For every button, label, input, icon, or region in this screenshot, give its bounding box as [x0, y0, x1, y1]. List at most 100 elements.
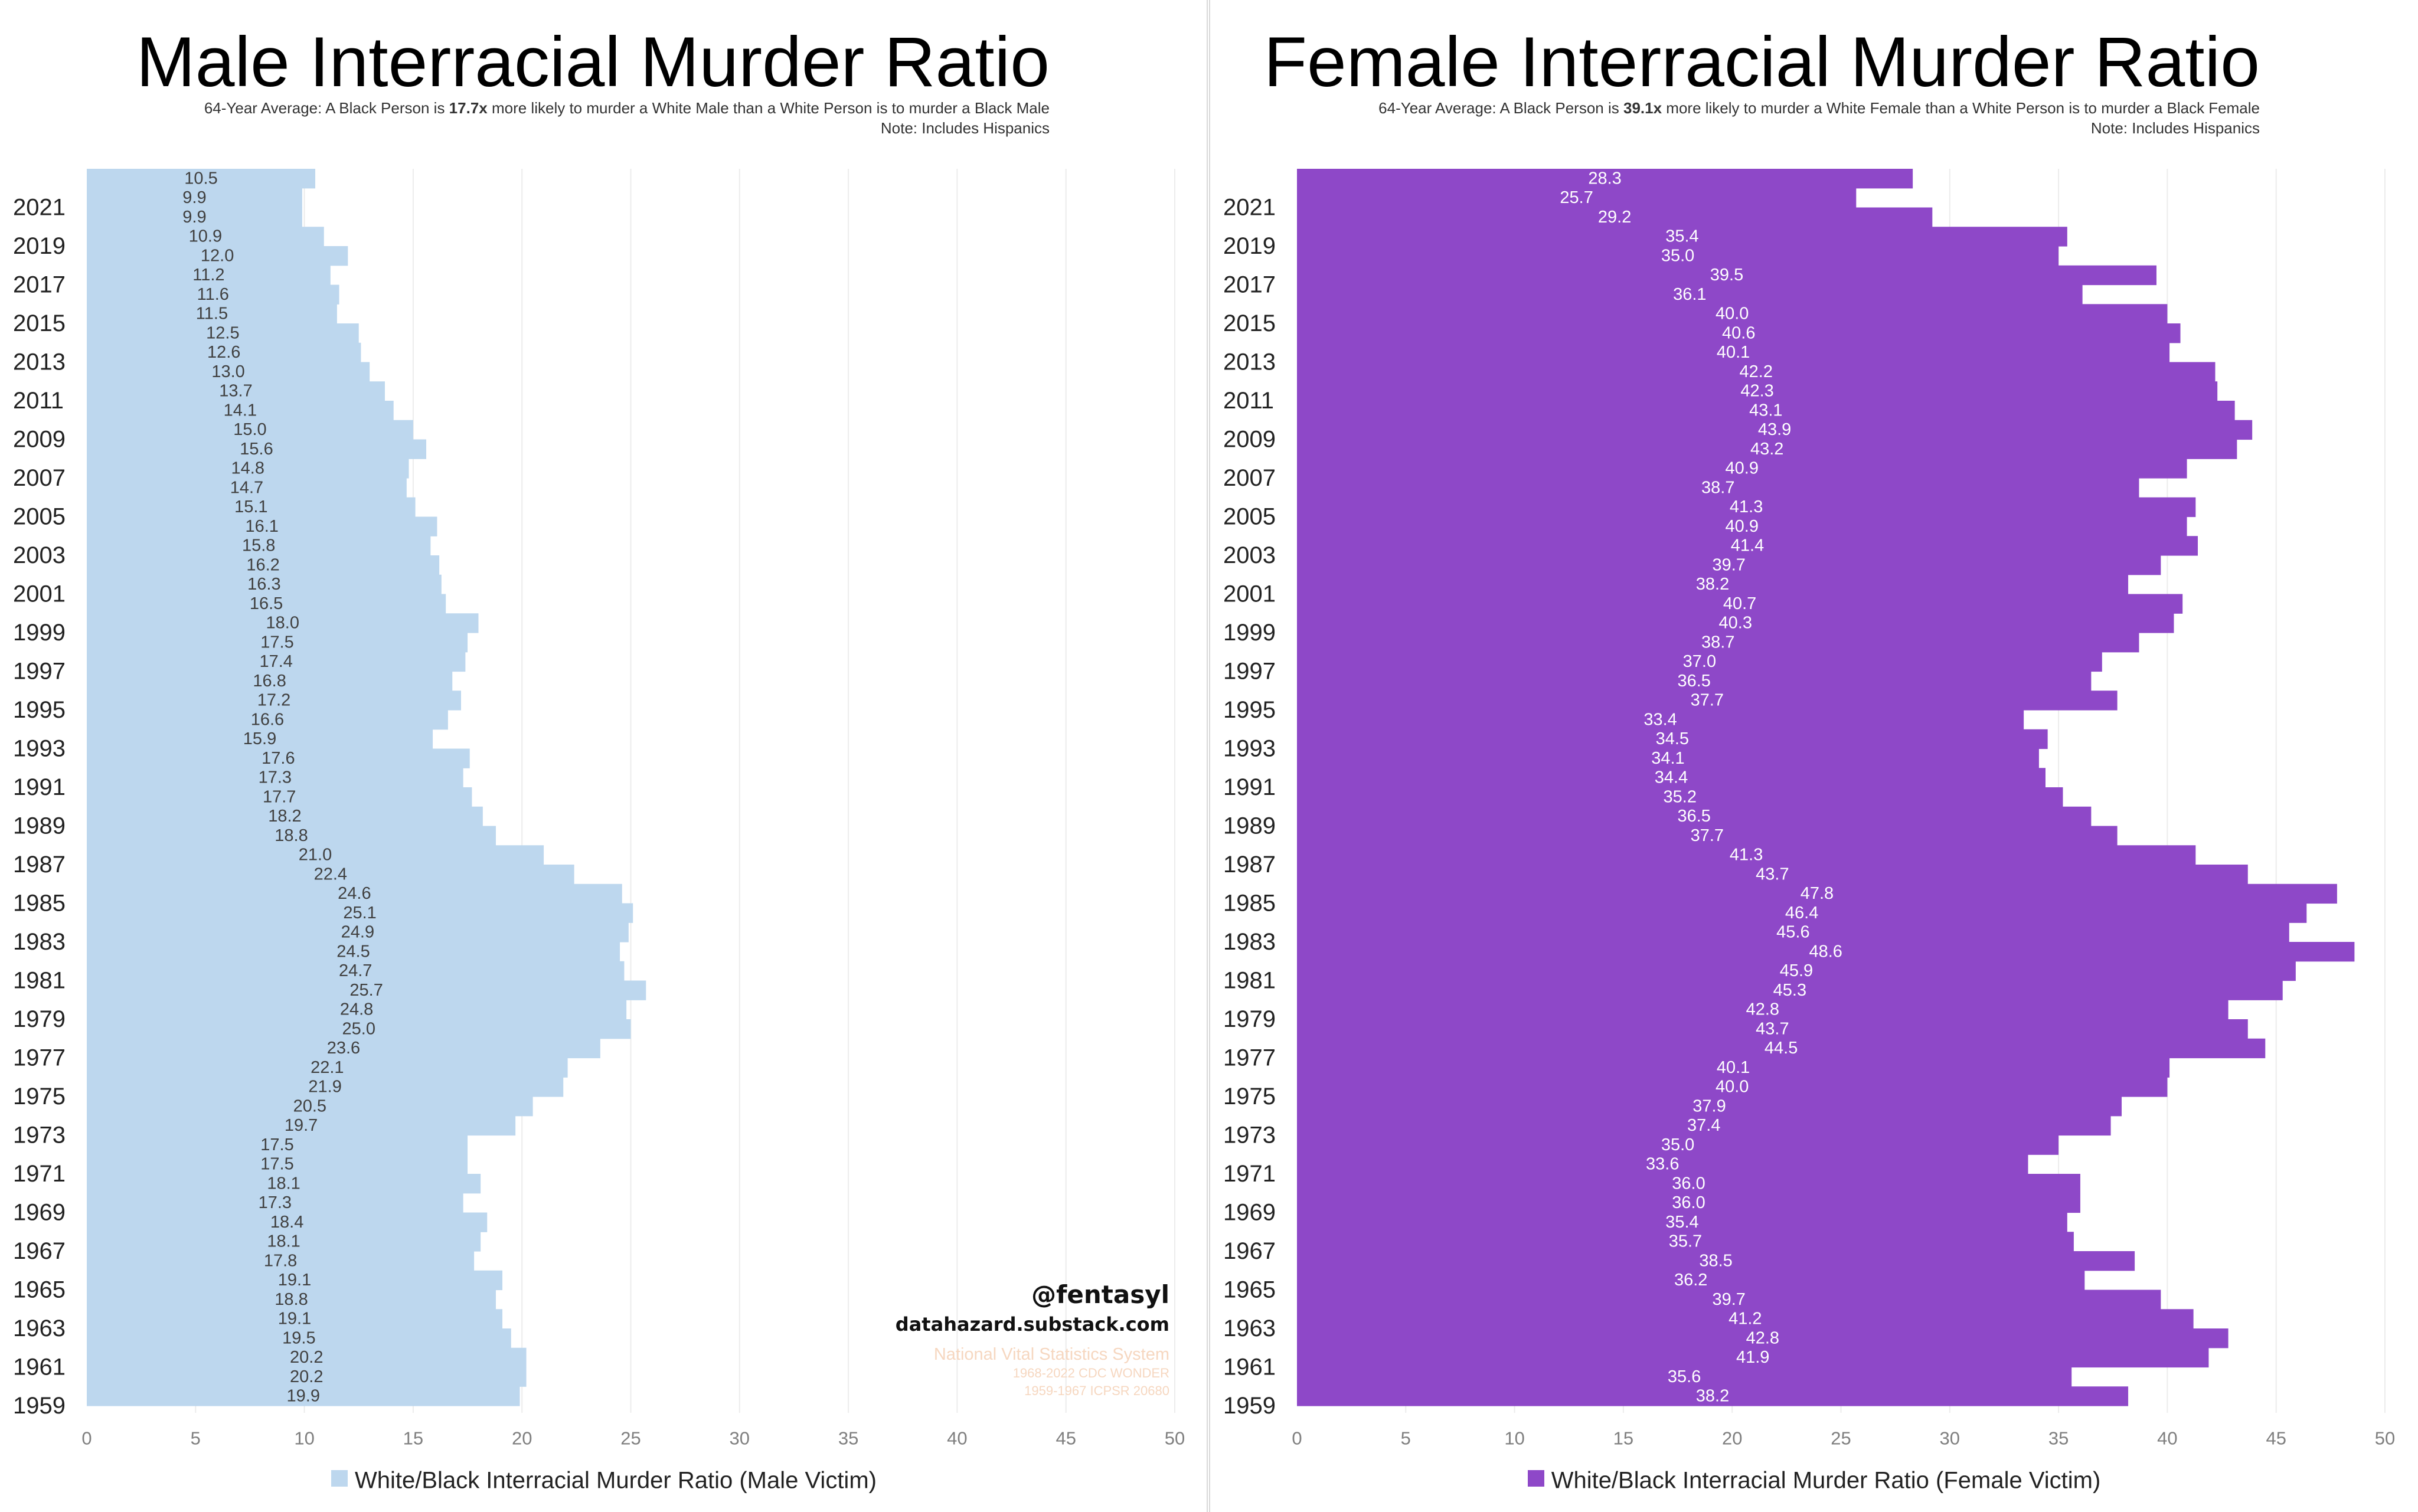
female-bar [1297, 1290, 2161, 1310]
female-y-tick-label: 1971 [1223, 1161, 1276, 1187]
male-y-tick-label: 1967 [13, 1238, 66, 1264]
watermark-source-primary: National Vital Statistics System [933, 1345, 1169, 1364]
female-y-tick-label: 1989 [1223, 813, 1276, 839]
male-y-tick-label: 1983 [13, 929, 66, 955]
male-data-label: 19.1 [278, 1310, 311, 1328]
male-y-tick-label: 1975 [13, 1084, 66, 1110]
male-data-label: 18.1 [267, 1232, 300, 1251]
male-y-tick-label: 2009 [13, 427, 66, 453]
female-chart-subtitle: 64-Year Average: A Black Person is 39.1x… [1378, 98, 2260, 118]
male-bar [87, 768, 463, 788]
female-bar [1297, 1038, 2266, 1059]
female-bar [1297, 1367, 2072, 1387]
female-bar [1297, 729, 2048, 750]
male-y-tick-label: 2017 [13, 272, 66, 298]
watermark-source-cdc: 1968-2022 CDC WONDER [1012, 1366, 1169, 1380]
female-bar [1297, 265, 2156, 286]
male-bar [87, 1174, 481, 1194]
female-data-label: 36.0 [1672, 1193, 1705, 1212]
male-bar [87, 1251, 475, 1271]
female-bar [1297, 1058, 2170, 1078]
male-bar [87, 342, 361, 363]
male-bar [87, 1270, 503, 1291]
female-chart-panel: Female Interracial Murder Ratio 64-Year … [1209, 0, 2417, 1512]
male-data-label: 15.0 [233, 420, 266, 439]
male-bar [87, 787, 472, 807]
female-bar [1297, 1174, 2080, 1194]
male-x-tick-label: 0 [81, 1428, 92, 1449]
female-y-tick-label: 1961 [1223, 1354, 1276, 1380]
female-data-label: 39.7 [1712, 555, 1745, 574]
female-x-tick-label: 25 [1831, 1428, 1851, 1449]
female-data-label: 40.9 [1726, 459, 1759, 478]
male-bar [87, 1135, 468, 1155]
male-data-label: 25.0 [342, 1019, 375, 1038]
male-data-label: 13.0 [211, 362, 244, 381]
female-legend-swatch [1527, 1470, 1544, 1487]
female-bar [1297, 342, 2170, 363]
female-data-label: 41.3 [1730, 846, 1763, 865]
male-data-label: 17.5 [260, 1135, 293, 1154]
female-y-tick-label: 1987 [1223, 852, 1276, 878]
male-bar [87, 613, 479, 633]
male-bar [87, 1097, 533, 1117]
female-data-label: 41.4 [1731, 536, 1764, 555]
female-y-tick-label: 1967 [1223, 1238, 1276, 1264]
male-legend-label: White/Black Interracial Murder Ratio (Ma… [355, 1467, 877, 1494]
female-data-label: 42.8 [1746, 1000, 1779, 1019]
female-bar [1297, 478, 2139, 498]
male-data-label: 16.3 [247, 575, 280, 594]
male-y-tick-label: 2001 [13, 581, 66, 607]
female-y-tick-label: 1977 [1223, 1045, 1276, 1071]
female-x-tick-label: 35 [2048, 1428, 2069, 1449]
female-bar [1297, 1232, 2074, 1252]
male-x-tick-label: 45 [1056, 1428, 1076, 1449]
female-data-label: 43.1 [1749, 401, 1782, 420]
male-x-tick-label: 5 [191, 1428, 201, 1449]
male-data-label: 12.6 [207, 343, 240, 362]
male-data-label: 18.4 [270, 1213, 303, 1232]
male-bar [87, 922, 629, 942]
male-data-label: 25.7 [349, 981, 383, 1000]
male-bar [87, 362, 370, 382]
male-bar [87, 980, 646, 1000]
female-data-label: 45.6 [1776, 923, 1809, 942]
female-y-tick-label: 1981 [1223, 968, 1276, 994]
male-bar [87, 865, 574, 885]
male-bar [87, 265, 331, 286]
female-y-tick-label: 1983 [1223, 929, 1276, 955]
female-x-tick-label: 20 [1722, 1428, 1742, 1449]
male-data-label: 21.0 [299, 846, 332, 865]
male-data-label: 19.5 [282, 1328, 315, 1347]
female-bar [1297, 555, 2161, 575]
female-chart-legend: White/Black Interracial Murder Ratio (Fe… [1210, 1462, 2418, 1495]
watermark-source-icpsr: 1959-1967 ICPSR 20680 [1024, 1383, 1169, 1398]
male-data-label: 16.5 [250, 594, 283, 613]
female-data-label: 46.4 [1785, 904, 1818, 922]
male-data-label: 17.3 [259, 768, 292, 787]
female-bar [1297, 362, 2216, 382]
female-bar [1297, 710, 2024, 730]
female-bar [1297, 1251, 2135, 1271]
female-bar-chart: 28.325.729.235.435.039.536.140.040.640.1… [1223, 169, 2395, 1449]
female-data-label: 35.0 [1661, 246, 1694, 265]
male-bar [87, 1193, 463, 1213]
male-bar [87, 169, 316, 189]
male-x-tick-label: 40 [947, 1428, 967, 1449]
female-bar [1297, 980, 2283, 1000]
male-bar [87, 439, 427, 459]
male-data-label: 15.8 [242, 536, 275, 555]
female-data-label: 35.4 [1665, 1213, 1698, 1232]
female-bar [1297, 1019, 2248, 1039]
male-data-label: 9.9 [182, 208, 206, 227]
male-data-label: 23.6 [327, 1039, 360, 1058]
female-bar [1297, 1328, 2229, 1349]
male-data-label: 10.5 [184, 169, 217, 188]
male-bar [87, 1328, 511, 1349]
female-data-label: 44.5 [1765, 1039, 1798, 1058]
male-bar [87, 1367, 527, 1387]
female-data-label: 39.7 [1712, 1290, 1745, 1309]
male-bar [87, 1154, 468, 1174]
male-data-label: 21.9 [308, 1078, 341, 1097]
female-bar [1297, 1193, 2080, 1213]
